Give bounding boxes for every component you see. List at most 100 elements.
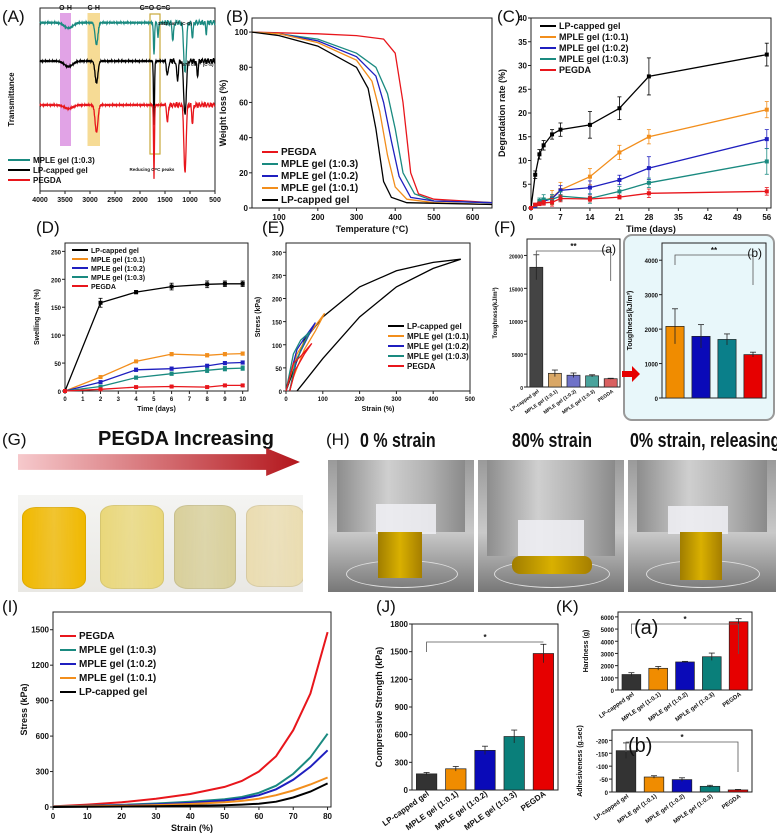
- y-axis-label: Swelling rate (%): [34, 289, 41, 345]
- band-1: [87, 13, 100, 146]
- sub-panel-label: (b): [747, 246, 762, 260]
- legend-label: MPLE gel (1:0.3): [79, 645, 156, 656]
- chart-F-a: 05000100001500020000Toughness(kJ/m³)LP-c…: [492, 238, 621, 416]
- data-point: [541, 143, 546, 148]
- panel-label-B: (B): [226, 7, 249, 26]
- x-category-label: MPLE gel (1:0.1): [404, 789, 460, 832]
- x-tick-label: 56: [762, 213, 771, 222]
- y-tick-label: 0: [58, 390, 62, 396]
- y-tick-label: 600: [395, 731, 409, 740]
- legend-label: MPLE gel (1:0.1): [91, 257, 145, 264]
- series-line: [530, 53, 767, 209]
- x-tick-label: 30: [152, 812, 161, 821]
- x-tick-label: 400: [389, 213, 403, 222]
- data-point: [558, 196, 563, 201]
- chart-D: 0 50 100 150 200 250 Swelling rate (%) 0 1 2 3 4 5 6 7…: [34, 242, 249, 413]
- bar: [445, 768, 467, 791]
- y-tick-label: 900: [36, 697, 50, 706]
- y-tick-label: 900: [395, 703, 409, 712]
- y-tick-label: 25: [518, 85, 527, 94]
- data-point: [134, 290, 139, 295]
- chart-E: 0 50 100 150 200 250 300 Stress (kPa) 0 100 200 300…: [255, 242, 476, 413]
- x-tick-label: 2500: [107, 197, 123, 204]
- y-tick-label: 300: [272, 251, 283, 257]
- series-line: [64, 352, 243, 392]
- x-tick-label: 100: [272, 213, 286, 222]
- gel-sample-2: [100, 505, 164, 589]
- series-line: [39, 18, 216, 74]
- series-line: [64, 367, 243, 392]
- x-tick-label: 300: [350, 213, 364, 222]
- caption-releasing: 0% strain, releasing: [630, 430, 777, 452]
- series-line: [251, 31, 493, 206]
- x-tick-label: 1500: [157, 197, 173, 204]
- x-tick-label: 100: [318, 397, 329, 403]
- y-tick-label: 30: [518, 62, 527, 71]
- data-point: [529, 206, 533, 210]
- data-point: [222, 366, 227, 371]
- data-point: [764, 52, 769, 57]
- y-axis-label: Weight loss (%): [218, 80, 228, 147]
- significance-bracket: [631, 623, 739, 654]
- y-tick-label: 0: [520, 386, 523, 392]
- data-point: [587, 185, 592, 190]
- annotation: Reducing C=C peaks: [130, 167, 175, 172]
- plot-frame: [251, 17, 493, 209]
- x-tick-label: 80: [323, 812, 332, 821]
- y-tick-label: -150: [596, 752, 609, 758]
- sub-panel-label: (b): [628, 735, 652, 757]
- y-tick-label: 0: [279, 390, 283, 396]
- x-category-label: PEGDA: [519, 789, 548, 813]
- x-tick-label: 500: [427, 213, 441, 222]
- y-tick-label: 80: [239, 63, 248, 72]
- data-point: [587, 196, 592, 201]
- y-tick-label: 1800: [390, 620, 408, 629]
- data-point: [558, 127, 563, 132]
- x-category-label: MPLE gel (1:0.3): [561, 389, 596, 416]
- bar: [643, 776, 665, 793]
- data-point: [646, 134, 651, 139]
- data-point: [587, 174, 592, 179]
- series-line: [251, 31, 493, 204]
- series-line: [530, 190, 767, 209]
- data-point: [222, 361, 227, 366]
- significance-bracket: [426, 641, 544, 652]
- y-tick-label: 200: [272, 298, 283, 304]
- series-line: [251, 31, 493, 204]
- data-point: [98, 387, 103, 392]
- panel-label-J: (J): [376, 597, 396, 616]
- x-tick-label: 49: [733, 213, 742, 222]
- x-tick-label: 9: [223, 397, 227, 403]
- x-tick-label: 300: [391, 397, 402, 403]
- data-point: [169, 352, 174, 357]
- legend-label: MPLE gel (1:0.1): [281, 183, 358, 194]
- data-point: [541, 197, 546, 202]
- y-tick-label: 15000: [509, 287, 523, 293]
- y-tick-label: 50: [54, 362, 61, 368]
- data-point: [537, 201, 542, 206]
- x-tick-label: 50: [220, 812, 229, 821]
- legend-label: MPLE gel (1:0.1): [79, 673, 156, 684]
- y-axis-label: Toughness(kJ/m³): [627, 291, 634, 351]
- data-point: [205, 282, 210, 287]
- x-axis-label: Time (days): [626, 224, 676, 234]
- chart-J: 0 300 600 900 1200 1500 1800 Compressive Streng…: [374, 620, 559, 832]
- x-category-label: MPLE gel (1:0.2): [433, 789, 489, 832]
- series-line: [39, 100, 216, 179]
- y-tick-label: 1500: [31, 626, 49, 635]
- chart-B: 0 20 40 60 80 100 Weight loss (%) 100 200 300 400 5…: [218, 17, 493, 234]
- y-tick-label: 5000: [512, 353, 523, 359]
- legend-label: LP-capped gel: [91, 248, 139, 255]
- chart-C: 0 5 10 15 20 25 30 35 40 Degradation rate (%) 0 7 14…: [497, 14, 772, 234]
- y-tick-label: 1200: [390, 675, 408, 684]
- data-point: [222, 383, 227, 388]
- annotation: 1342 cm⁻¹ (C-O): [158, 21, 193, 26]
- y-axis-label: Stress (kPa): [255, 297, 262, 337]
- y-tick-label: 1200: [31, 661, 49, 670]
- significance-marker: **: [711, 246, 718, 255]
- y-tick-label: 2000: [601, 665, 615, 671]
- data-point: [646, 180, 651, 185]
- panel-label-D: (D): [36, 218, 60, 237]
- y-tick-label: 3000: [645, 294, 659, 300]
